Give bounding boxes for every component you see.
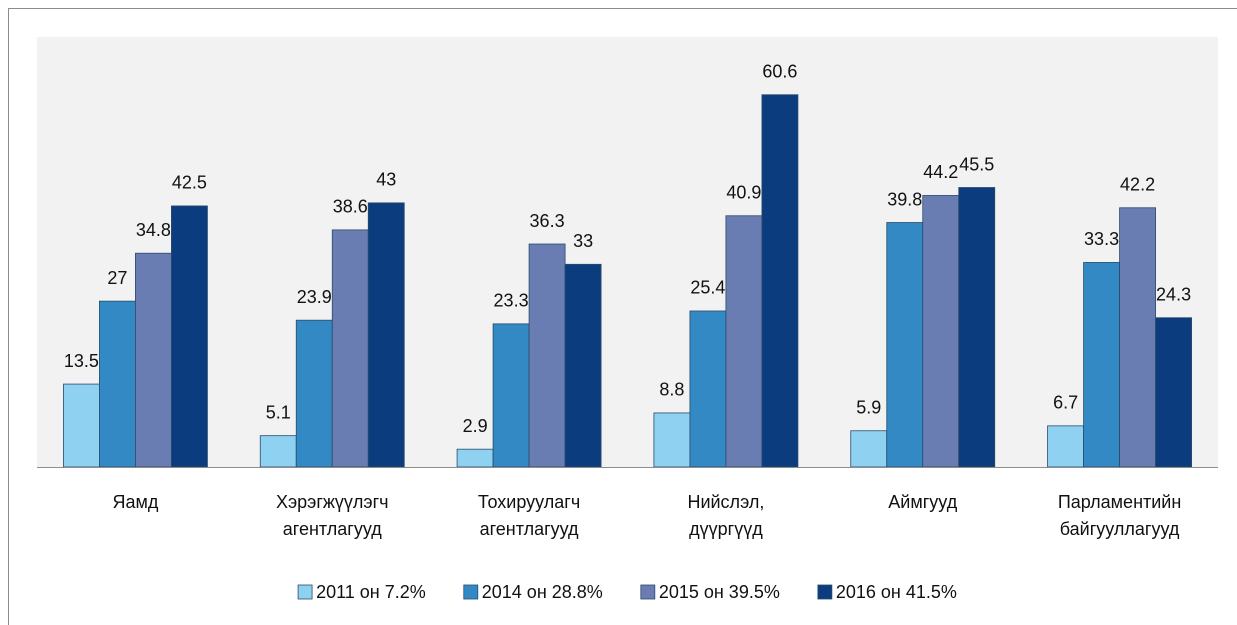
- legend-swatch: [640, 584, 656, 600]
- legend-label: 2011 он 7.2%: [316, 582, 426, 602]
- legend-label: 2014 он 28.8%: [482, 582, 603, 602]
- x-tick-label: Парламентийн байгууллагууд: [1058, 492, 1181, 539]
- bar: [259, 435, 297, 468]
- legend-swatch: [817, 584, 833, 600]
- value-label: 33.3: [1084, 229, 1119, 249]
- bar: [886, 222, 924, 468]
- value-label: 2.9: [463, 416, 488, 436]
- value-label: 34.8: [136, 220, 171, 240]
- bar: [295, 319, 333, 468]
- bar: [1119, 207, 1156, 468]
- bar: [367, 202, 405, 468]
- x-tick-label: Нийслэл, дүүргүүд: [687, 492, 764, 539]
- bar: [564, 263, 602, 468]
- legend-swatch: [463, 584, 479, 600]
- bar: [1047, 425, 1084, 468]
- value-label: 5.9: [856, 398, 881, 418]
- value-label: 43: [376, 170, 396, 190]
- bar: [171, 205, 208, 468]
- legend-label: 2015 он 39.5%: [659, 582, 780, 602]
- x-tick-label: Тохируулагч агентлагууд: [478, 492, 580, 539]
- bar: [63, 383, 100, 468]
- value-label: 40.9: [726, 183, 761, 203]
- value-label: 44.2: [923, 162, 958, 182]
- bar: [850, 430, 888, 468]
- plot-area: [37, 37, 1218, 468]
- value-label: 24.3: [1156, 284, 1191, 304]
- value-label: 60.6: [762, 61, 797, 81]
- value-label: 23.9: [297, 287, 332, 307]
- bar: [492, 323, 530, 468]
- value-label: 23.3: [494, 291, 529, 311]
- value-label: 13.5: [64, 351, 99, 371]
- legend-label: 2016 он 41.5%: [836, 582, 957, 602]
- value-label: 33: [573, 231, 593, 251]
- bar: [456, 448, 494, 468]
- value-label: 39.8: [887, 189, 922, 209]
- bar: [331, 229, 369, 468]
- value-label: 45.5: [959, 154, 994, 174]
- value-label: 36.3: [530, 211, 565, 231]
- bar: [922, 195, 960, 468]
- value-label: 42.2: [1120, 175, 1155, 195]
- value-label: 42.5: [172, 173, 207, 193]
- bar: [958, 187, 996, 468]
- value-label: 5.1: [266, 402, 291, 422]
- bar: [1155, 317, 1192, 468]
- bar: [689, 310, 727, 468]
- bar: [135, 252, 172, 468]
- x-tick-label: Аймгууд: [888, 492, 957, 512]
- bar: [528, 243, 566, 468]
- value-label: 38.6: [333, 197, 368, 217]
- bar: [1083, 262, 1120, 468]
- value-label: 25.4: [690, 278, 725, 298]
- x-tick-label: Хэрэгжүүлэгч агентлагууд: [276, 492, 389, 539]
- bar: [653, 412, 691, 468]
- legend-swatch: [297, 584, 313, 600]
- value-label: 27: [107, 268, 127, 288]
- bar: [725, 215, 763, 468]
- value-label: 6.7: [1053, 393, 1078, 413]
- value-label: 8.8: [659, 380, 684, 400]
- x-tick-label: Яамд: [112, 492, 158, 512]
- bar: [761, 94, 799, 468]
- bar: [99, 300, 136, 468]
